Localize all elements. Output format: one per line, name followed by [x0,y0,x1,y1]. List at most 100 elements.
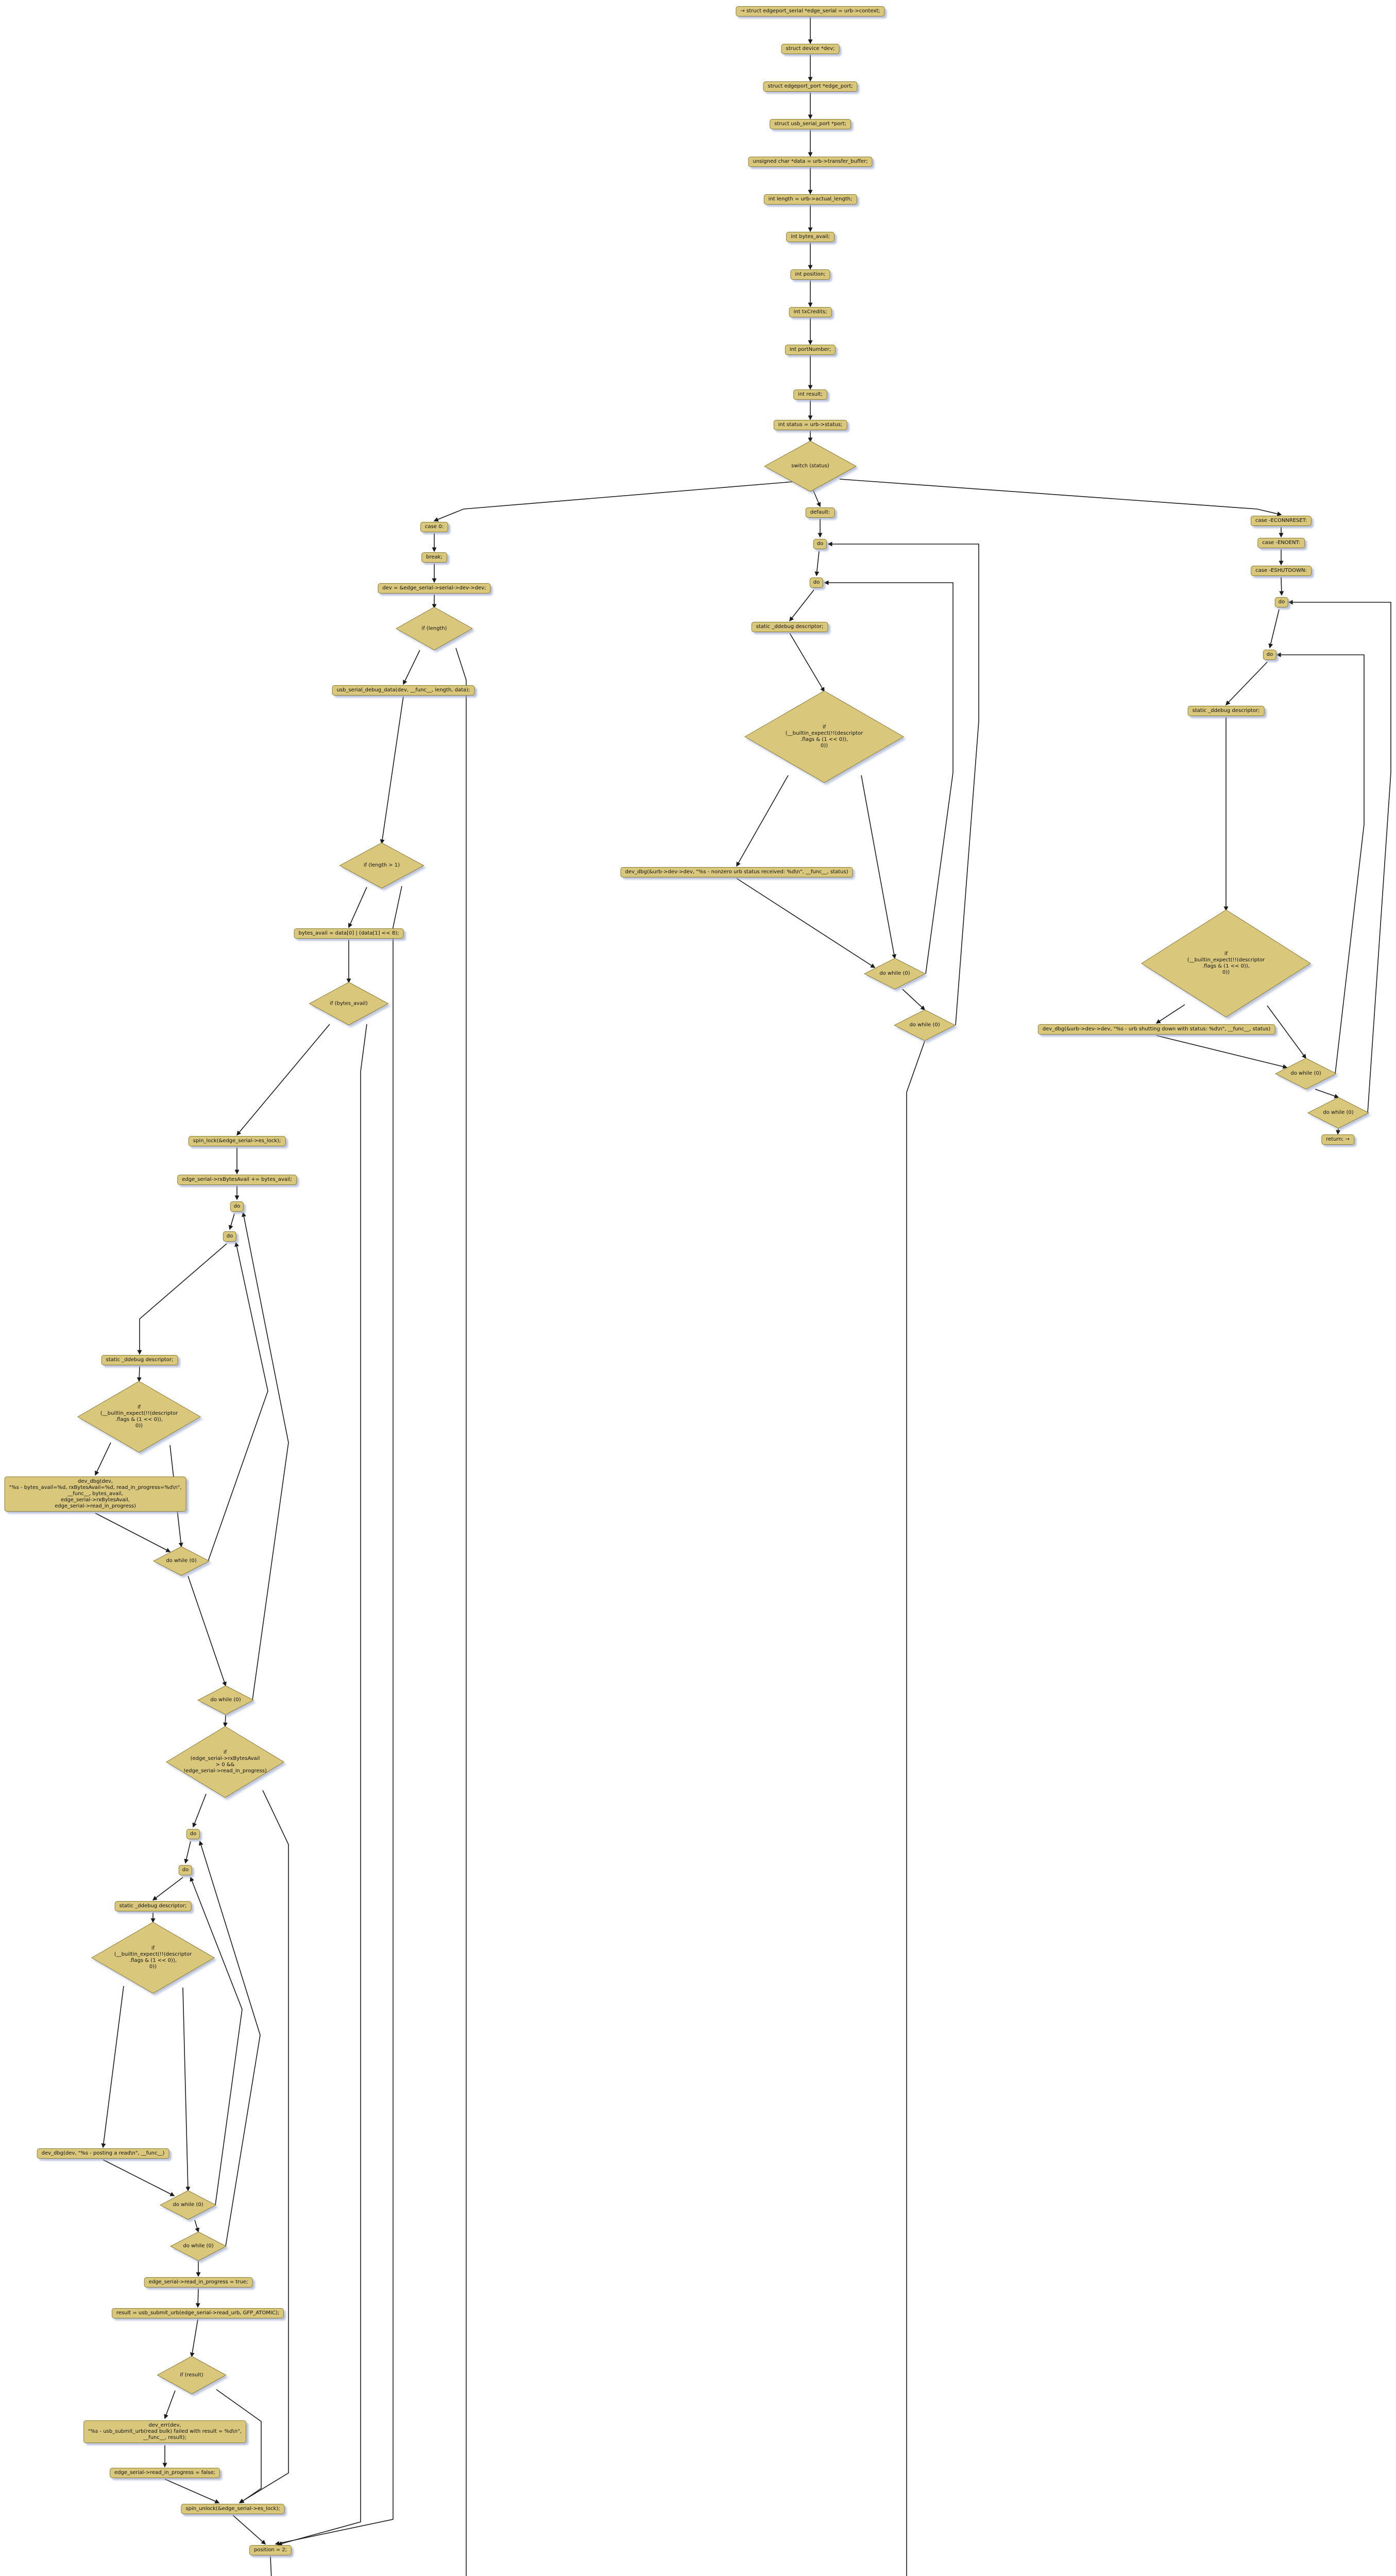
node-do-2[interactable]: do [223,1231,237,1242]
flow-edge [861,775,897,959]
node-dw-4a[interactable]: do while (0) [1275,1058,1337,1090]
node-deverr-read[interactable]: dev_err(dev, "%s - usb_submit_urb(read b… [83,2420,246,2443]
node-dw-2b[interactable]: do while (0) [170,2231,227,2261]
flow-edge [736,775,789,867]
node-decl-portnumber[interactable]: int portNumber; [785,345,836,355]
node-bexp-1[interactable]: if (__builtin_expect(!!(descriptor .flag… [77,1381,201,1453]
node-do-10[interactable]: do [809,578,824,588]
node-bexp-4[interactable]: if (__builtin_expect(!!(descriptor .flag… [1141,909,1311,1018]
node-case-enoent[interactable]: case -ENOENT: [1257,538,1305,548]
node-decl-length[interactable]: int length = urb->actual_length; [763,194,857,205]
flow-edge [902,989,926,1011]
node-return[interactable]: return; → [1321,1134,1354,1145]
node-devdbg-nonzero[interactable]: dev_dbg(&urb->dev->dev, "%s - nonzero ur… [620,867,853,877]
node-dw-2a[interactable]: do while (0) [160,2190,216,2220]
node-label: do while (0) [183,2243,214,2249]
node-label: switch (status) [791,463,829,469]
node-case-eshutdown[interactable]: case -ESHUTDOWN: [1251,566,1312,576]
flow-edge [95,1442,111,1476]
node-sdesc-5[interactable]: static _ddebug descriptor; [751,622,828,632]
node-do-3[interactable]: do [186,1829,200,1839]
node-do-8[interactable]: do [1263,650,1277,660]
flow-edge [223,1715,228,1727]
node-switch-status[interactable]: switch (status) [764,440,857,492]
node-usb-serial-debug-data[interactable]: usb_serial_debug_data(dev, __func__, len… [332,685,475,696]
flow-edge [275,886,402,2546]
node-if-bytes-avail[interactable]: if (bytes_avail) [309,981,389,1026]
flow-edge [814,551,820,577]
node-dw-5a[interactable]: do while (0) [864,958,926,990]
node-decl-dev[interactable]: struct device *dev; [781,44,840,54]
node-case-econnreset[interactable]: case -ECONNRESET: [1250,516,1312,526]
flow-edge [239,1790,289,2503]
node-decl-status[interactable]: int status = urb->status; [773,420,847,430]
node-sdesc-4[interactable]: static _ddebug descriptor; [1187,706,1265,716]
node-break[interactable]: break; [421,552,447,563]
flow-edge [789,633,825,692]
node-devdbg-posting[interactable]: dev_dbg(dev, "%s - posting a read\n", __… [37,2148,169,2159]
flow-edge [380,696,404,844]
flow-edge [194,2219,200,2233]
flow-edge [1276,652,1365,1074]
node-spin-unlock-es[interactable]: spin_unlock(&edge_serial->es_lock); [181,2504,285,2514]
flow-edge [906,1041,925,2576]
node-decl-txcredits[interactable]: int txCredits; [789,307,832,317]
node-spin-lock-es[interactable]: spin_lock(&edge_serial->es_lock); [188,1136,286,1146]
flow-edge [190,2319,198,2358]
node-label: if (result) [180,2372,203,2378]
node-rip-false[interactable]: edge_serial->read_in_progress = false; [110,2468,220,2478]
flow-edge [812,489,821,507]
node-rx-bytes-add[interactable]: edge_serial->rxBytesAvail += bytes_avail… [177,1175,297,1185]
node-do-7[interactable]: do [1274,597,1289,607]
node-decl-edge-port[interactable]: struct edgeport_port *edge_port; [763,81,858,92]
node-label: do while (0) [879,971,910,976]
node-dw-4b[interactable]: do while (0) [1307,1097,1369,1129]
node-label: do while (0) [1290,1071,1321,1076]
node-decl-data[interactable]: unsigned char *data = urb->transfer_buff… [748,157,873,167]
flow-edge [216,2389,262,2503]
node-label: if (__builtin_expect(!!(descriptor .flag… [785,724,863,749]
flow-edge [236,1024,330,1136]
node-rip-true[interactable]: edge_serial->read_in_progress = true; [144,2277,253,2287]
node-label: if (__builtin_expect(!!(descriptor .flag… [100,1404,178,1429]
node-decl-position[interactable]: int position; [790,269,830,280]
node-if-length[interactable]: if (length) [396,606,473,651]
flow-edge [277,1024,367,2546]
node-do-9[interactable]: do [813,539,827,549]
node-dw-1a[interactable]: do while (0) [153,1546,210,1576]
node-label: if (bytes_avail) [330,1001,368,1006]
node-bexp-2[interactable]: if (__builtin_expect(!!(descriptor .flag… [91,1922,215,1994]
node-if-rx-read[interactable]: if (edge_serial->rxBytesAvail > 0 && !ed… [166,1726,284,1798]
node-label: if (__builtin_expect(!!(descriptor .flag… [1187,951,1265,975]
node-entry[interactable]: → struct edgeport_serial *edge_serial = … [736,6,885,16]
flow-edge [184,1841,191,1864]
node-if-result-1[interactable]: if (result) [157,2355,227,2395]
node-bytes-avail-assign[interactable]: bytes_avail = data[0] | (data[1] << 8); [294,928,404,939]
flow-edge [1279,577,1284,596]
node-if-length-gt-1[interactable]: if (length > 1) [339,842,424,889]
node-devdbg-bytes[interactable]: dev_dbg(dev, "%s - bytes_avail=%d, rxByt… [4,1477,186,1512]
node-dw-5b[interactable]: do while (0) [894,1009,956,1041]
node-bexp-5[interactable]: if (__builtin_expect(!!(descriptor .flag… [744,690,904,783]
node-dev-assign[interactable]: dev = &edge_serial->serial->dev->dev; [378,583,491,594]
flow-edge [198,1840,261,2247]
flow-edge [164,2390,176,2419]
node-do-4[interactable]: do [178,1865,193,1875]
node-dw-1b[interactable]: do while (0) [197,1685,254,1715]
node-decl-port[interactable]: struct usb_serial_port *port; [770,119,851,129]
node-decl-result[interactable]: int result; [793,389,827,400]
node-position-2[interactable]: position = 2; [249,2545,292,2555]
node-devdbg-shutdown[interactable]: dev_dbg(&urb->dev->dev, "%s - urb shutti… [1037,1024,1275,1035]
node-sdesc-2[interactable]: static _ddebug descriptor; [114,1901,192,1911]
flow-edge [455,648,467,2576]
node-decl-bytes-avail[interactable]: int bytes_avail; [786,232,835,242]
node-do-1[interactable]: do [230,1201,244,1212]
node-label: do while (0) [909,1022,940,1028]
node-sdesc-1[interactable]: static _ddebug descriptor; [101,1355,178,1365]
node-label: if (length) [421,625,447,631]
flow-edge [1156,1035,1288,1069]
node-submit-read[interactable]: result = usb_submit_urb(edge_serial->rea… [111,2308,284,2318]
node-default[interactable]: default: [805,507,835,518]
node-case-0[interactable]: case 0: [420,522,448,532]
